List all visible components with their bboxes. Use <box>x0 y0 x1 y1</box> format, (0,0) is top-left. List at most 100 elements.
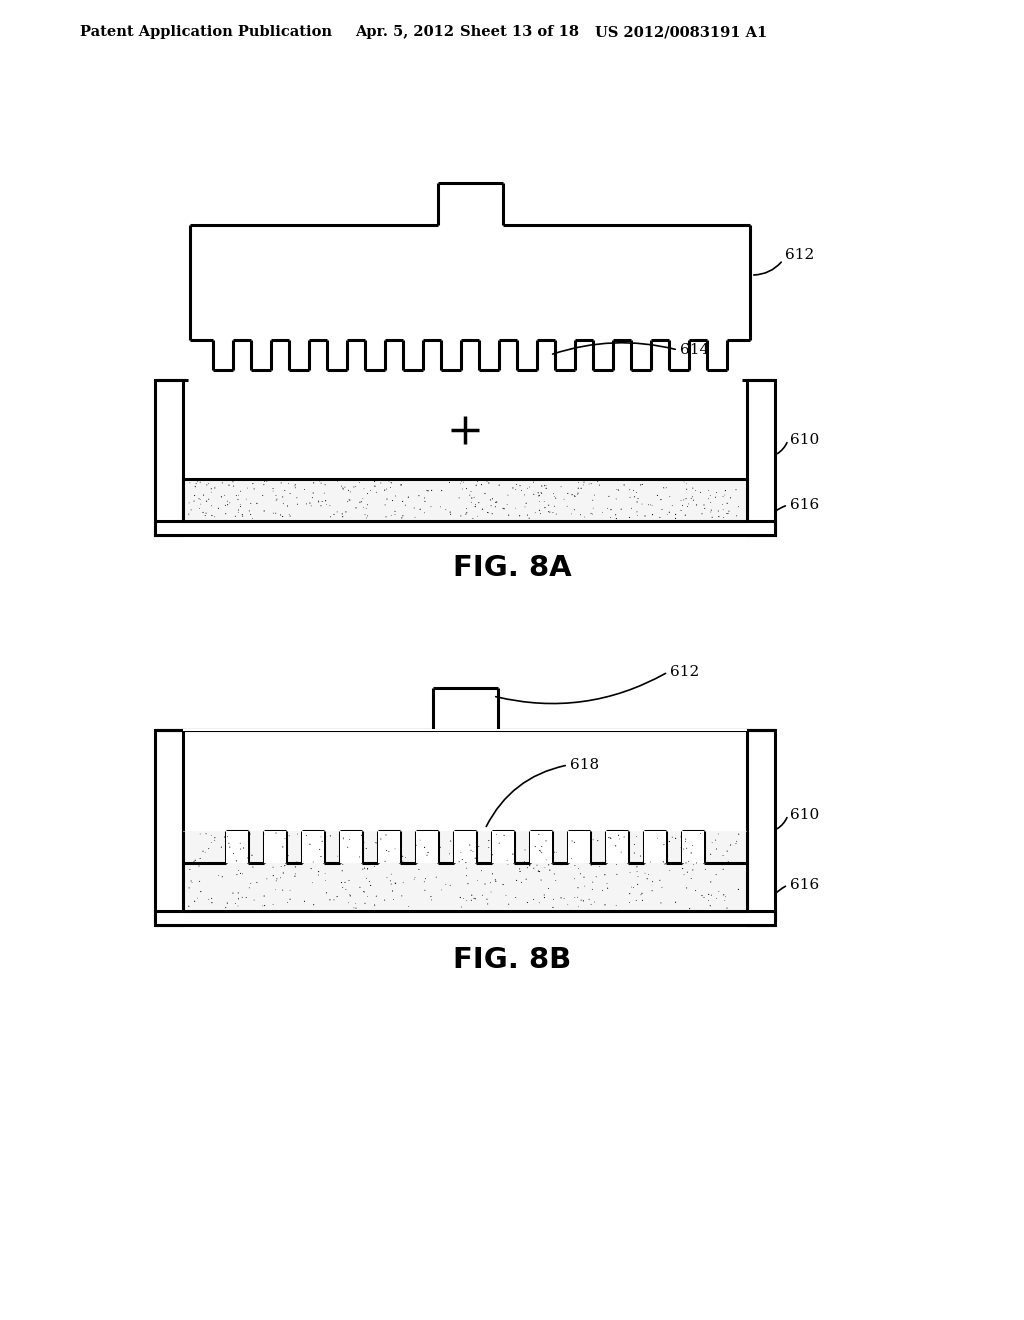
Point <box>517 496 534 517</box>
Point <box>585 871 601 892</box>
Point <box>198 824 214 845</box>
Point <box>187 850 204 871</box>
Point <box>397 495 414 516</box>
Point <box>282 506 298 527</box>
Point <box>513 871 529 892</box>
Point <box>715 486 731 507</box>
Point <box>246 478 262 499</box>
Point <box>351 491 368 512</box>
Point <box>351 876 368 898</box>
Point <box>694 503 711 524</box>
Point <box>508 870 524 891</box>
Point <box>673 826 689 847</box>
Point <box>229 488 246 510</box>
Point <box>458 851 474 873</box>
Point <box>570 858 587 879</box>
Point <box>437 499 454 520</box>
Point <box>207 828 223 849</box>
Point <box>347 475 364 496</box>
Point <box>602 828 618 849</box>
Point <box>464 487 480 508</box>
Point <box>685 854 701 875</box>
Point <box>629 502 645 523</box>
Point <box>583 855 599 876</box>
Point <box>338 879 354 900</box>
Point <box>287 475 303 496</box>
Point <box>530 824 547 845</box>
Point <box>203 825 219 846</box>
Point <box>570 478 587 499</box>
Point <box>185 850 202 871</box>
Text: 616: 616 <box>790 878 819 892</box>
Point <box>265 480 282 502</box>
Point <box>546 483 562 504</box>
Point <box>676 471 692 492</box>
Point <box>265 478 282 499</box>
Point <box>268 870 285 891</box>
Point <box>385 888 401 909</box>
Point <box>458 504 474 525</box>
Point <box>213 837 229 858</box>
Point <box>379 840 395 861</box>
Point <box>453 473 469 494</box>
Point <box>423 496 439 517</box>
Point <box>180 896 197 917</box>
Point <box>680 850 696 871</box>
Point <box>563 503 580 524</box>
Point <box>703 507 720 528</box>
Point <box>622 862 638 883</box>
Point <box>546 863 562 884</box>
Point <box>310 861 327 882</box>
Point <box>280 495 296 516</box>
Point <box>519 892 536 913</box>
Point <box>696 495 713 516</box>
Point <box>216 484 232 506</box>
Point <box>329 502 345 523</box>
Point <box>473 474 489 495</box>
Point <box>629 861 645 882</box>
Point <box>276 855 293 876</box>
Point <box>469 828 485 849</box>
Point <box>714 854 730 875</box>
Point <box>210 865 226 886</box>
Point <box>355 880 372 902</box>
Point <box>201 888 217 909</box>
Bar <box>454 832 476 863</box>
Point <box>317 870 334 891</box>
Point <box>587 891 603 912</box>
Point <box>456 471 472 492</box>
Point <box>313 826 330 847</box>
Point <box>537 887 553 908</box>
Point <box>570 471 587 492</box>
Point <box>362 480 379 502</box>
Point <box>241 500 257 521</box>
Point <box>188 854 205 875</box>
Point <box>395 873 412 894</box>
Point <box>267 484 284 506</box>
Point <box>634 890 650 911</box>
Point <box>702 502 719 523</box>
Point <box>709 888 725 909</box>
Point <box>602 507 618 528</box>
Point <box>584 879 600 900</box>
Point <box>296 479 312 500</box>
Point <box>423 480 439 502</box>
Point <box>702 484 719 506</box>
Point <box>530 486 547 507</box>
Point <box>213 486 229 507</box>
Point <box>508 887 524 908</box>
Point <box>282 483 298 504</box>
Point <box>382 477 398 498</box>
Point <box>553 477 569 498</box>
Point <box>480 830 497 851</box>
Point <box>678 853 694 874</box>
Point <box>232 833 249 854</box>
Point <box>341 490 357 511</box>
Point <box>236 837 252 858</box>
Point <box>532 841 549 862</box>
Point <box>219 826 236 847</box>
Point <box>407 867 423 888</box>
Point <box>500 854 516 875</box>
Point <box>275 494 292 515</box>
Point <box>428 867 444 888</box>
